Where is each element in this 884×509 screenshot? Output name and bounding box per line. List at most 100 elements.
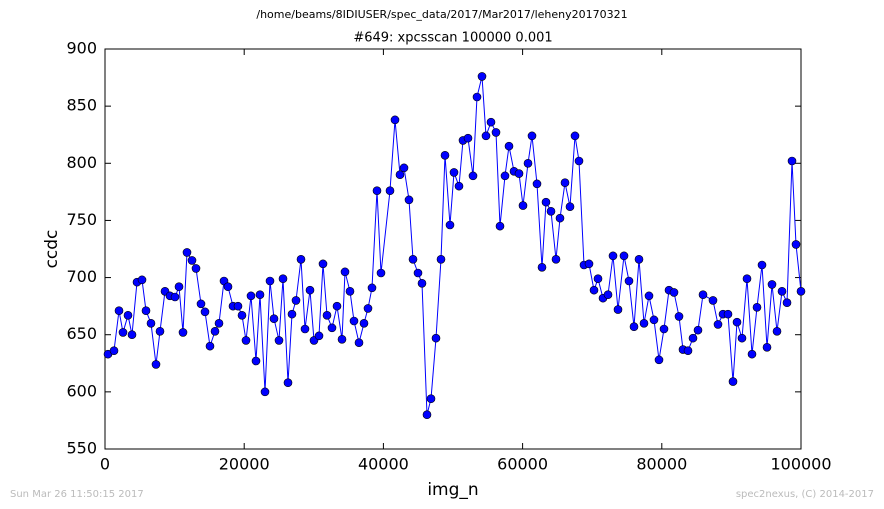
data-point [708,296,718,305]
data-point [532,179,542,189]
footer-left: Sun Mar 26 11:50:15 2017 [10,489,144,500]
data-point [757,260,767,270]
data-point [514,169,524,178]
data-point [255,290,265,300]
data-point [445,220,455,230]
data-point [214,318,224,328]
data-point [170,292,180,302]
data-point [683,346,693,356]
data-point [732,317,742,327]
y-tick-label: 700 [66,267,97,286]
data-point [372,186,382,196]
data-point [440,150,450,160]
data-point [260,387,270,397]
data-point [698,290,708,300]
data-point [468,171,478,181]
data-point [191,264,201,273]
footer-right: spec2nexus, (C) 2014-2017 [736,489,874,500]
y-tick-label: 600 [66,381,97,400]
data-point [560,178,570,188]
data-point [619,251,629,261]
data-point [146,318,156,328]
data-point [395,170,405,180]
data-point [399,163,409,173]
data-point [463,133,473,143]
data-point [354,338,364,348]
data-point [332,301,342,311]
y-tick-label: 900 [66,39,97,58]
x-axis-label: img_n [427,480,478,500]
y-tick-label: 750 [66,210,97,229]
data-point [385,186,395,196]
x-tick-label: 40000 [358,455,409,474]
data-point [182,248,192,257]
data-point [287,309,297,319]
data-point [141,306,151,316]
data-point [246,291,256,301]
data-point [376,268,386,278]
data-point [791,240,801,249]
data-point [777,286,787,296]
data-point [747,349,757,359]
data-point [322,310,332,320]
data-point [527,131,537,141]
data-point [283,378,293,388]
data-point [390,115,400,125]
data-point [589,285,599,295]
data-point [504,141,514,151]
data-point [634,254,644,264]
data-point [629,322,639,332]
data-point [555,213,565,223]
data-point [593,274,603,284]
data-point [413,268,423,278]
data-point [723,309,733,319]
data-point [327,323,337,333]
data-point [565,202,575,212]
data-point [491,128,501,137]
data-point [752,302,762,312]
data-point [274,336,284,345]
data-point [624,276,634,286]
data-point [127,330,137,340]
data-point [649,315,659,325]
x-tick-label: 60000 [497,455,548,474]
data-point [251,356,261,366]
data-point [404,195,414,205]
data-point [422,410,432,420]
data-point [367,283,377,293]
y-tick-label: 650 [66,324,97,343]
data-point [782,298,792,308]
data-point [772,326,782,336]
data-point [537,262,547,272]
data-point [291,296,301,305]
data-point [205,341,215,351]
data-point [340,267,350,277]
data-point [477,72,487,81]
data-point [486,117,496,127]
data-point [472,92,482,102]
data-point [187,256,197,265]
data-point [265,276,275,286]
data-point [305,285,315,295]
x-tick-label: 20000 [219,455,270,474]
data-point [233,301,243,311]
data-point [155,326,165,336]
data-point [318,259,328,269]
data-point [551,254,561,264]
data-point [787,156,797,166]
data-point [796,286,806,296]
data-point [123,310,133,320]
data-point [300,324,310,334]
x-tick-label: 100000 [770,455,831,474]
data-point [337,334,347,344]
data-point [454,181,464,191]
data-point [693,325,703,335]
data-point [608,251,618,261]
y-axis-label: ccdc [42,230,62,269]
data-point [363,304,373,313]
data-point [269,314,279,324]
data-point [613,305,623,314]
data-point [359,318,369,328]
x-tick-label: 0 [100,455,110,474]
